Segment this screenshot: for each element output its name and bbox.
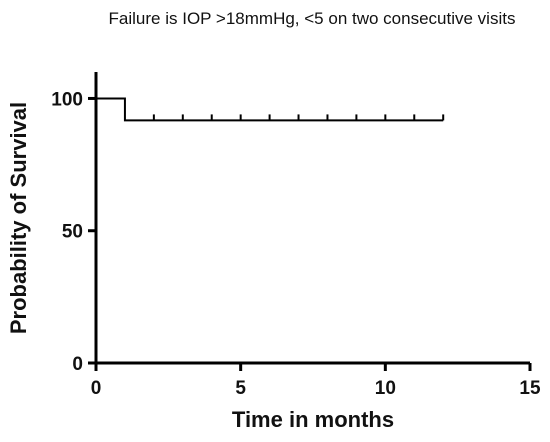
y-axis-title: Probability of Survival (6, 102, 31, 334)
y-axis-ticks: 0 50 100 (51, 89, 96, 375)
x-axis-ticks: 0 5 10 15 (91, 363, 541, 399)
censor-marks (152, 114, 445, 121)
survival-curve (96, 97, 444, 122)
x-tick-label: 5 (235, 378, 246, 399)
x-tick-label: 0 (91, 378, 102, 399)
x-tick-label: 15 (519, 378, 541, 399)
x-axis-title: Time in months (232, 407, 394, 432)
chart-title: Failure is IOP >18mmHg, <5 on two consec… (109, 9, 516, 28)
y-tick-label: 0 (72, 354, 83, 375)
y-tick-label: 100 (51, 89, 83, 110)
x-tick-label: 10 (375, 378, 396, 399)
y-tick-label: 50 (62, 222, 83, 243)
